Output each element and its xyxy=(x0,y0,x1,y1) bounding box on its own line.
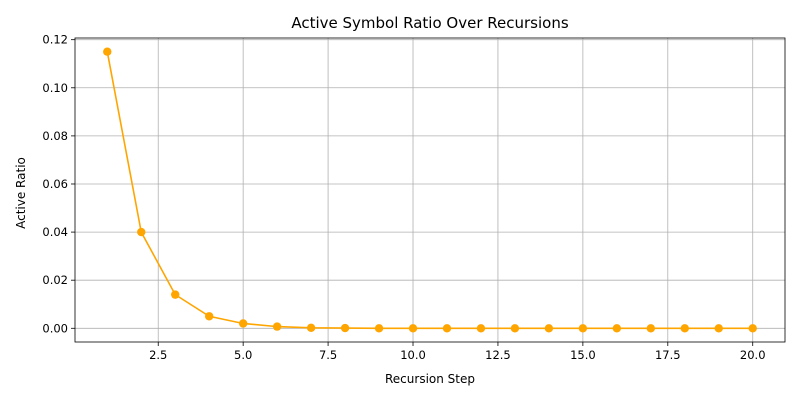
y-axis-label: Active Ratio xyxy=(14,157,28,229)
series-line xyxy=(106,51,753,330)
y-tick-label: 0.12 xyxy=(42,33,68,47)
data-point xyxy=(137,227,146,237)
y-tick-label: 0.06 xyxy=(42,177,68,191)
x-tick-label: 20.0 xyxy=(740,348,766,362)
data-point xyxy=(544,324,554,333)
data-point xyxy=(612,324,622,333)
chart-title: Active Symbol Ratio Over Recursions xyxy=(291,14,569,32)
series-layer xyxy=(103,47,757,333)
data-point xyxy=(646,324,656,333)
data-point xyxy=(171,290,180,299)
y-tick-label: 0.04 xyxy=(42,225,68,239)
y-tick-label: 0.02 xyxy=(42,273,68,287)
x-tick-label: 12.5 xyxy=(485,348,511,362)
y-tick-label: 0.10 xyxy=(42,81,68,95)
data-point xyxy=(442,324,452,333)
data-point xyxy=(408,324,418,333)
ticks-layer: 2.5 5.0 7.5 10.0 12.5 15.0 17.5 20.0 0.00 0.02 0.0… xyxy=(42,33,765,362)
data-point xyxy=(272,322,282,331)
axes-layer xyxy=(74,37,786,343)
y-tick-label: 0.08 xyxy=(42,129,68,143)
x-tick-label: 2.5 xyxy=(149,348,167,362)
data-point xyxy=(748,324,757,333)
x-tick-label: 10.0 xyxy=(400,348,426,362)
grid-layer xyxy=(75,38,785,342)
data-point xyxy=(714,324,723,333)
data-point xyxy=(306,323,316,333)
data-point xyxy=(476,324,486,333)
x-tick-label: 15.0 xyxy=(570,348,596,362)
data-point xyxy=(510,324,520,333)
plot-frame xyxy=(74,37,786,343)
x-axis-label: Recursion Step xyxy=(385,372,475,386)
data-point xyxy=(204,312,214,321)
data-point xyxy=(680,324,689,333)
data-point xyxy=(340,323,350,333)
data-point xyxy=(238,319,248,328)
data-point xyxy=(374,324,384,333)
x-tick-label: 7.5 xyxy=(319,348,337,362)
y-tick-label: 0.00 xyxy=(42,321,68,335)
x-tick-label: 5.0 xyxy=(234,348,252,362)
data-point xyxy=(103,47,112,56)
data-point xyxy=(578,324,588,333)
x-tick-label: 17.5 xyxy=(655,348,681,362)
